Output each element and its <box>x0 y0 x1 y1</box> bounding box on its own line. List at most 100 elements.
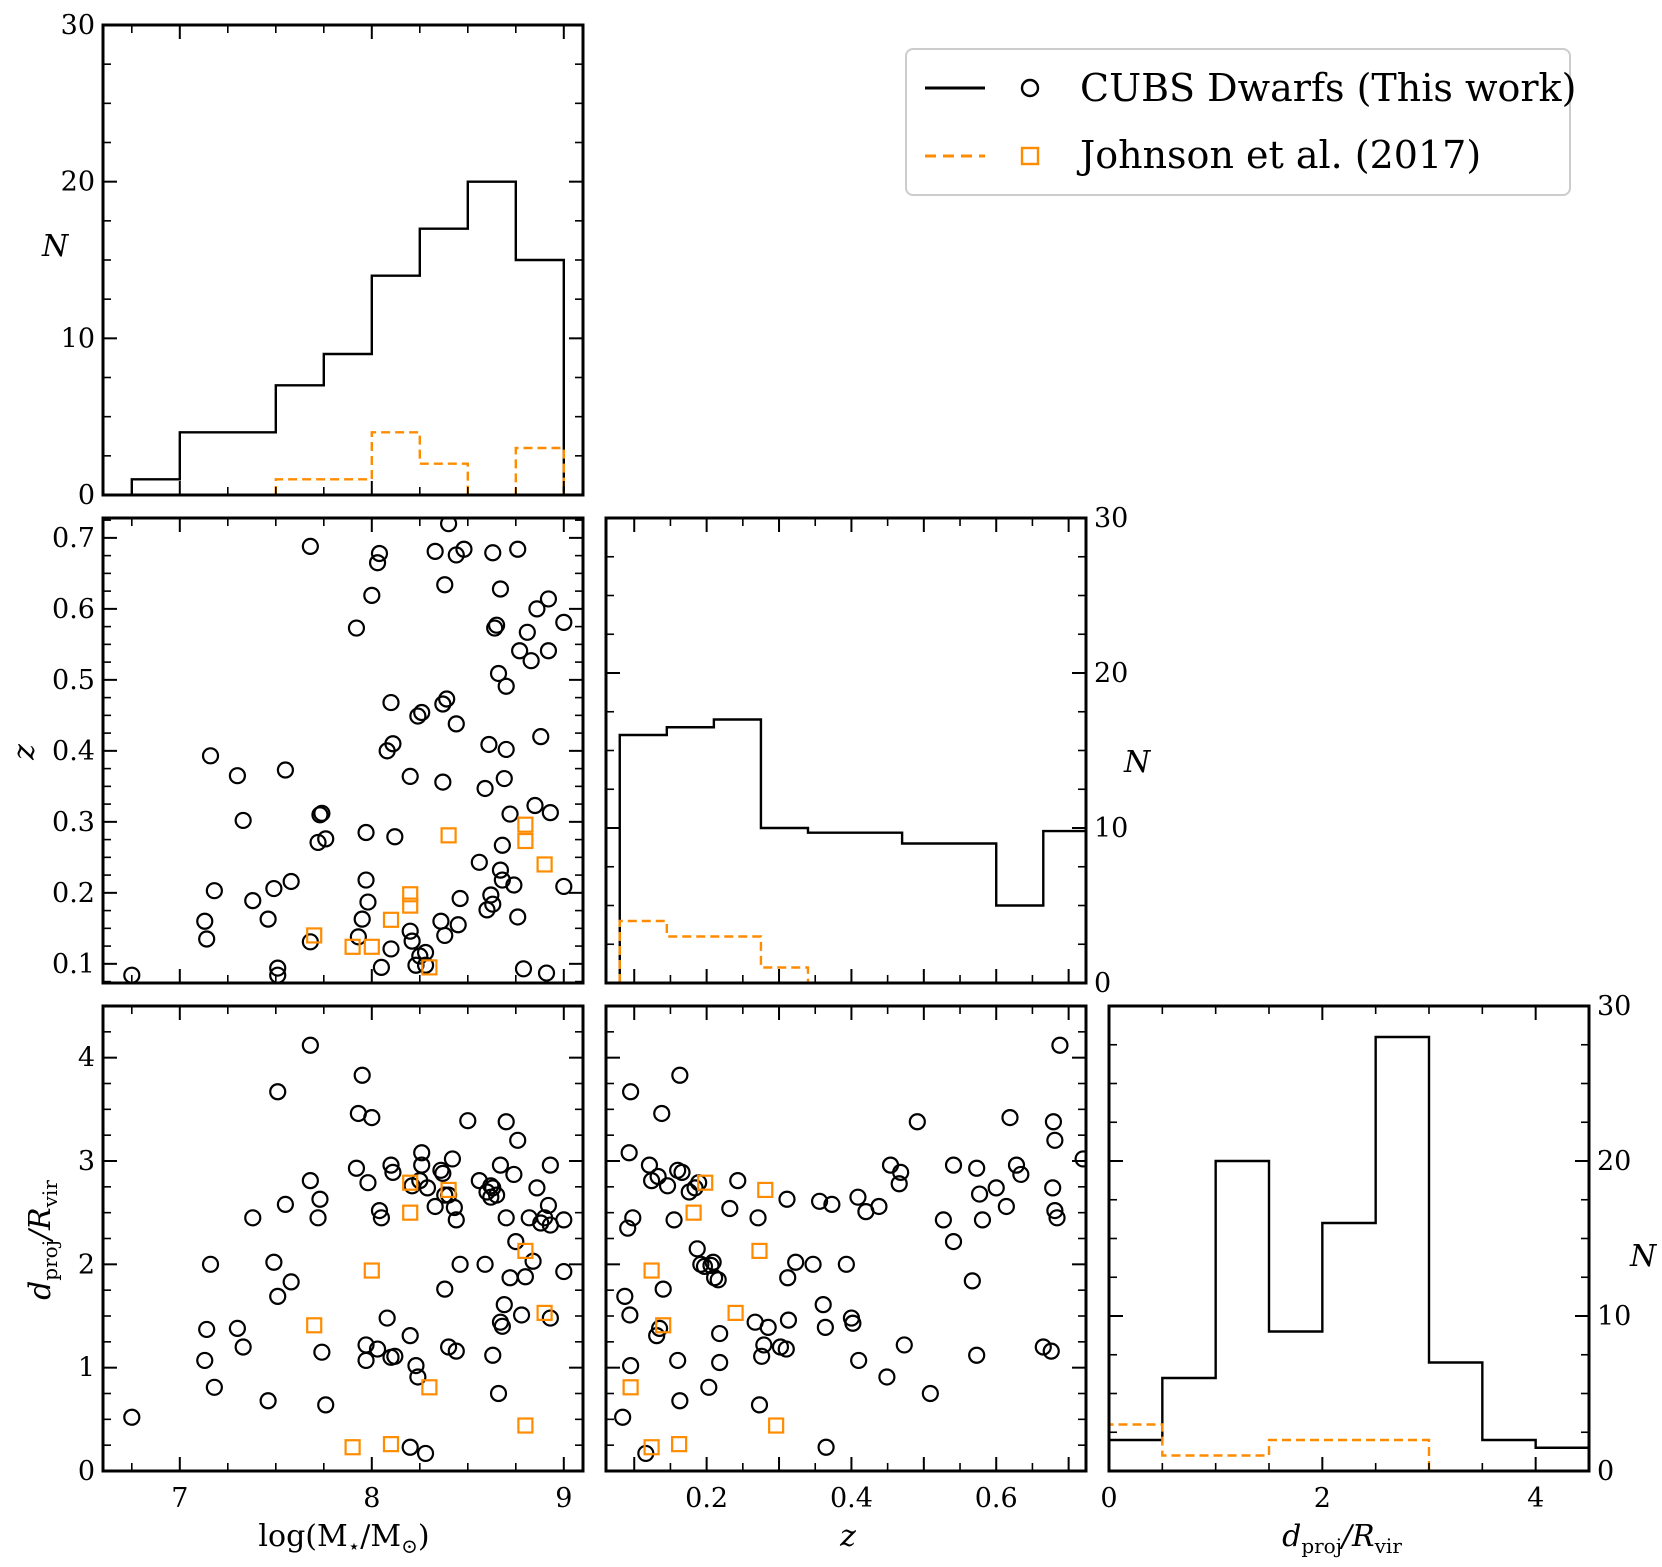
point-cubs <box>997 1197 1015 1216</box>
marks-scatter-mass-d <box>123 1036 573 1463</box>
y-tick-label: 0 <box>78 1456 95 1487</box>
point-cubs <box>432 1161 450 1179</box>
point-cubs <box>532 1214 550 1232</box>
point-cubs <box>850 1351 868 1370</box>
point-johnson <box>697 1174 714 1191</box>
axes-frame <box>101 516 585 985</box>
x-tick-label: 0.6 <box>975 1483 1018 1514</box>
point-johnson <box>517 816 534 833</box>
y-tick-label: 1 <box>78 1353 95 1384</box>
point-cubs <box>491 1156 510 1174</box>
point-cubs <box>614 1408 632 1426</box>
point-cubs <box>658 1177 677 1195</box>
point-cubs <box>491 861 510 879</box>
point-cubs <box>621 1306 639 1324</box>
point-cubs <box>359 1174 377 1192</box>
point-johnson <box>344 1439 361 1456</box>
x-tick-label: 8 <box>363 1483 380 1514</box>
point-cubs <box>489 1384 508 1403</box>
point-cubs <box>509 540 527 558</box>
y-tick-label: 0.7 <box>52 523 95 554</box>
point-johnson <box>421 1379 438 1396</box>
point-cubs <box>495 769 513 788</box>
point-cubs <box>205 1378 223 1396</box>
point-cubs <box>816 1318 834 1336</box>
point-cubs <box>269 1287 287 1305</box>
point-cubs <box>973 1211 992 1229</box>
point-cubs <box>616 1287 634 1305</box>
point-cubs <box>282 872 300 891</box>
point-cubs <box>434 695 452 713</box>
point-cubs <box>505 876 523 894</box>
point-cubs <box>359 893 377 911</box>
point-cubs <box>409 707 427 725</box>
point-cubs <box>532 728 550 746</box>
point-cubs <box>484 1346 502 1364</box>
point-cubs <box>721 1199 739 1218</box>
point-cubs <box>665 1211 683 1229</box>
point-cubs <box>555 877 573 896</box>
point-cubs <box>357 823 375 842</box>
point-cubs <box>470 853 488 871</box>
point-cubs <box>451 889 469 908</box>
ylabel-hist-d: N <box>1629 1239 1658 1274</box>
ylabel-hist-mass: N <box>41 229 70 264</box>
y-tick-label: 0 <box>1094 968 1111 999</box>
point-cubs <box>382 1156 400 1174</box>
point-cubs <box>436 926 454 945</box>
point-cubs <box>963 1272 981 1290</box>
point-cubs <box>301 537 319 555</box>
point-cubs <box>777 1340 795 1358</box>
point-cubs <box>895 1336 913 1354</box>
point-cubs <box>372 1209 390 1227</box>
point-cubs <box>317 1396 335 1414</box>
point-cubs <box>447 1342 465 1360</box>
point-cubs <box>447 1211 465 1229</box>
point-cubs <box>987 1179 1005 1197</box>
point-johnson <box>622 1379 639 1396</box>
marks-scatter-mass-z <box>123 518 573 983</box>
point-cubs <box>269 959 287 977</box>
point-cubs <box>653 1104 671 1123</box>
point-cubs <box>890 1175 908 1193</box>
x-tick-label: 0.4 <box>830 1483 873 1514</box>
point-cubs <box>814 1296 832 1314</box>
point-cubs <box>403 932 421 950</box>
point-cubs <box>198 1320 216 1339</box>
point-cubs <box>436 1280 454 1298</box>
point-cubs <box>401 1327 419 1345</box>
point-cubs <box>671 1392 689 1410</box>
point-cubs <box>488 616 506 634</box>
y-tick-label: 0.1 <box>52 949 95 980</box>
point-johnson <box>727 1304 744 1322</box>
point-cubs <box>201 747 220 765</box>
point-cubs <box>276 1195 294 1214</box>
point-cubs <box>416 956 435 974</box>
point-cubs <box>518 623 536 641</box>
point-cubs <box>779 1269 797 1287</box>
point-cubs <box>759 1318 777 1336</box>
point-cubs <box>413 1144 431 1162</box>
panel-hist-z: 0 10 20 30 <box>604 503 1128 999</box>
point-johnson <box>344 938 361 955</box>
marks-scatter-z-d <box>614 1036 1086 1463</box>
point-cubs <box>753 1347 771 1365</box>
point-cubs <box>434 773 452 791</box>
point-cubs <box>497 1209 515 1227</box>
hist-step-cubs <box>1109 1035 1589 1471</box>
point-cubs <box>755 1336 773 1354</box>
point-johnson <box>517 1242 534 1260</box>
y-tick-label: 10 <box>61 323 95 354</box>
x-tick-label: 0.2 <box>685 1483 728 1514</box>
point-cubs <box>276 761 294 779</box>
point-cubs <box>476 1255 494 1273</box>
point-cubs <box>1044 1113 1063 1131</box>
point-cubs <box>368 1340 387 1358</box>
point-cubs <box>1046 1201 1064 1220</box>
point-cubs <box>921 1384 939 1403</box>
point-cubs <box>497 740 515 759</box>
point-cubs <box>196 912 214 930</box>
point-cubs <box>384 735 402 753</box>
point-johnson <box>421 959 438 976</box>
